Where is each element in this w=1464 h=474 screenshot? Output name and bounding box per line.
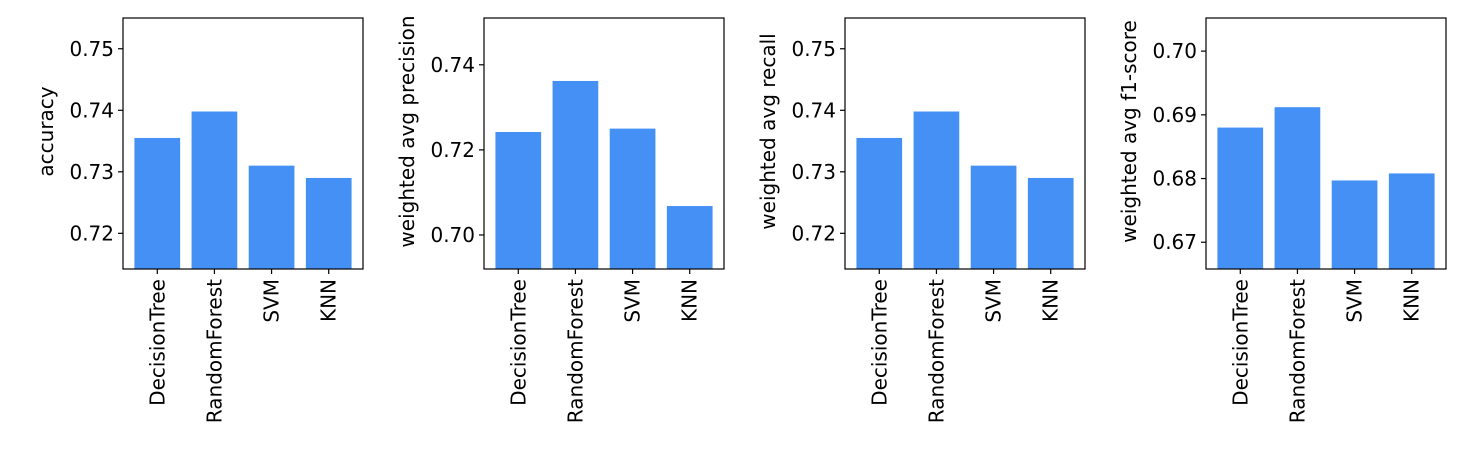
x-tick-label: SVM bbox=[621, 279, 645, 323]
bar-randomforest bbox=[191, 111, 238, 269]
bar-randomforest bbox=[552, 80, 599, 270]
chart-panel-2: DecisionTree RandomForest SVM KNN 0.70 0.72 0.… bbox=[395, 15, 725, 423]
chart-panel-3: DecisionTree RandomForest SVM KNN 0.72 0.73 0.… bbox=[756, 17, 1086, 423]
bar-decisiontree bbox=[134, 137, 181, 269]
y-tick-label: 0.72 bbox=[69, 221, 114, 245]
y-tick-label: 0.73 bbox=[69, 160, 114, 184]
y-axis-label: weighted avg precision bbox=[395, 15, 419, 247]
x-tick-label: RandomForest bbox=[1285, 279, 1309, 423]
y-tick-label: 0.73 bbox=[791, 160, 836, 184]
x-tick-label: KNN bbox=[1400, 279, 1424, 322]
bar-decisiontree bbox=[495, 132, 542, 269]
bar-randomforest bbox=[913, 111, 960, 269]
axes-frame bbox=[122, 17, 364, 270]
x-tick-label: DecisionTree bbox=[867, 279, 891, 406]
axes-frame bbox=[483, 17, 725, 270]
y-tick-label: 0.70 bbox=[430, 223, 475, 247]
y-tick-label: 0.74 bbox=[791, 98, 836, 122]
y-axis-label: weighted avg f1-score bbox=[1117, 20, 1141, 243]
x-tick-label: RandomForest bbox=[563, 279, 587, 423]
x-tick-label: SVM bbox=[260, 279, 284, 323]
bar-svm bbox=[1331, 180, 1378, 269]
bar-decisiontree bbox=[1217, 127, 1264, 269]
bar-svm bbox=[248, 165, 295, 269]
bar-svm bbox=[609, 128, 656, 269]
axes-frame bbox=[844, 17, 1086, 270]
x-tick-label: DecisionTree bbox=[506, 279, 530, 406]
chart-panel-4: DecisionTree RandomForest SVM KNN 0.67 0.68 0.… bbox=[1117, 17, 1447, 423]
x-tick-label: DecisionTree bbox=[1228, 279, 1252, 406]
bar-knn bbox=[666, 206, 713, 269]
x-tick-label: RandomForest bbox=[202, 279, 226, 423]
chart-panel-1: DecisionTree RandomForest SVM KNN 0.72 0.73 0.… bbox=[34, 17, 364, 423]
x-tick-label: KNN bbox=[1039, 279, 1063, 322]
y-tick-label: 0.68 bbox=[1152, 167, 1197, 191]
bar-svm bbox=[970, 165, 1017, 269]
y-axis-label: weighted avg recall bbox=[756, 33, 780, 229]
y-tick-label: 0.74 bbox=[430, 53, 475, 77]
x-tick-label: DecisionTree bbox=[145, 279, 169, 406]
bar-knn bbox=[1388, 173, 1435, 269]
y-tick-label: 0.75 bbox=[69, 37, 114, 61]
axes-frame bbox=[1205, 17, 1447, 270]
y-tick-label: 0.69 bbox=[1152, 103, 1197, 127]
x-tick-label: KNN bbox=[317, 279, 341, 322]
y-tick-label: 0.72 bbox=[791, 221, 836, 245]
y-tick-label: 0.72 bbox=[430, 138, 475, 162]
x-tick-label: SVM bbox=[982, 279, 1006, 323]
y-tick-label: 0.75 bbox=[791, 37, 836, 61]
bar-decisiontree bbox=[856, 137, 903, 269]
y-tick-label: 0.67 bbox=[1152, 230, 1197, 254]
bar-randomforest bbox=[1274, 107, 1321, 269]
bar-knn bbox=[305, 177, 352, 269]
y-tick-label: 0.74 bbox=[69, 98, 114, 122]
y-axis-label: accuracy bbox=[34, 86, 58, 176]
y-tick-label: 0.70 bbox=[1152, 39, 1197, 63]
x-tick-label: RandomForest bbox=[924, 279, 948, 423]
bar-knn bbox=[1027, 177, 1074, 269]
x-tick-label: SVM bbox=[1343, 279, 1367, 323]
x-tick-label: KNN bbox=[678, 279, 702, 322]
